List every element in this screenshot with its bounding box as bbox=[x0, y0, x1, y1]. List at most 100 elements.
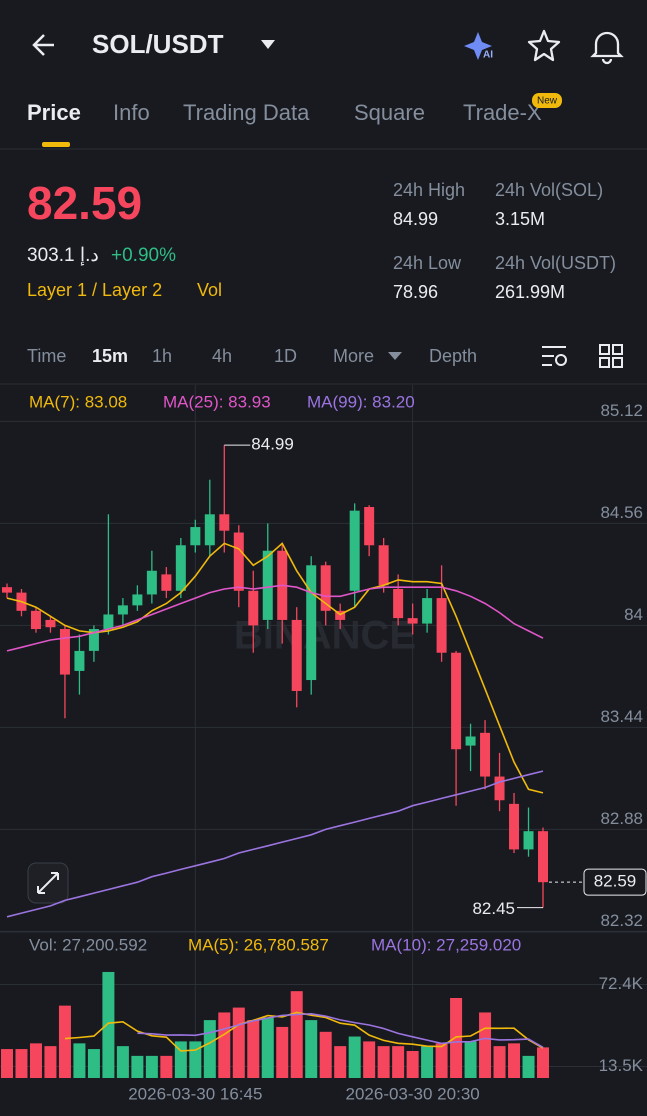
x-tick-label: 2026-03-30 20:30 bbox=[346, 1084, 480, 1103]
stat-label: 24h Vol(SOL) bbox=[495, 180, 603, 200]
candle-body bbox=[538, 831, 548, 883]
interval[interactable]: 4h bbox=[212, 346, 232, 366]
candle-body bbox=[465, 736, 476, 746]
volume-bar bbox=[145, 1055, 158, 1078]
candle-body bbox=[306, 565, 317, 681]
volume-bar bbox=[290, 991, 303, 1078]
volume-bar bbox=[406, 1051, 419, 1078]
volume-bar bbox=[392, 1046, 405, 1078]
interval[interactable]: 15m bbox=[92, 346, 128, 366]
new-badge-text: New bbox=[537, 96, 558, 107]
tab[interactable]: Price bbox=[27, 100, 81, 125]
candle-body bbox=[132, 594, 143, 606]
candle-body bbox=[59, 629, 70, 675]
interval[interactable]: Time bbox=[27, 346, 66, 366]
candle-body bbox=[190, 527, 201, 546]
volume-bar bbox=[522, 1055, 535, 1078]
volume-bar bbox=[377, 1046, 390, 1078]
volume-bar bbox=[435, 1043, 448, 1078]
candle-body bbox=[117, 605, 128, 615]
last-price: 82.59 bbox=[27, 177, 142, 229]
stat-label: 24h High bbox=[393, 180, 465, 200]
alert-button[interactable] bbox=[590, 31, 624, 65]
tag[interactable]: Vol bbox=[197, 280, 222, 300]
stat-value: 261.99M bbox=[495, 282, 565, 302]
pair-dropdown[interactable] bbox=[261, 40, 275, 49]
tab[interactable]: Square bbox=[354, 100, 425, 125]
volume-bar bbox=[247, 1020, 260, 1078]
chart-settings-button[interactable] bbox=[542, 346, 567, 366]
tag[interactable]: Layer 1 / Layer 2 bbox=[27, 280, 162, 300]
volume-bar bbox=[29, 1043, 42, 1078]
x-tick-label: 2026-03-30 16:45 bbox=[128, 1084, 262, 1103]
candle-body bbox=[494, 776, 505, 801]
volume-bar bbox=[479, 1012, 492, 1078]
interval[interactable]: 1D bbox=[274, 346, 297, 366]
candle-body bbox=[451, 652, 462, 750]
volume-bar bbox=[493, 1046, 506, 1078]
candle-body bbox=[45, 619, 56, 628]
ma-line bbox=[6, 584, 544, 652]
candle-body bbox=[30, 610, 41, 630]
stat-label: 24h Low bbox=[393, 253, 462, 273]
interval[interactable]: More bbox=[333, 346, 374, 366]
more-dropdown[interactable] bbox=[388, 352, 402, 360]
last-price-label: 82.59 bbox=[594, 872, 637, 891]
candle-body bbox=[219, 514, 230, 531]
interval[interactable]: Depth bbox=[429, 346, 477, 366]
layout-button[interactable] bbox=[599, 344, 623, 368]
legend-entry: Vol: 27,200.592 bbox=[29, 935, 147, 954]
volume-bar bbox=[305, 1020, 318, 1078]
candle-body bbox=[349, 510, 360, 591]
candle-body bbox=[523, 831, 534, 850]
new-badge bbox=[532, 93, 562, 108]
volume-bar bbox=[189, 1041, 202, 1078]
candle-body bbox=[161, 574, 172, 591]
candle-body bbox=[88, 629, 99, 651]
candle-body bbox=[291, 619, 302, 691]
candle-body bbox=[204, 514, 215, 546]
volume-bar bbox=[218, 1012, 231, 1078]
volume-bar bbox=[261, 1017, 274, 1078]
y-tick-label: 13.5K bbox=[599, 1056, 644, 1075]
volume-bar bbox=[363, 1041, 376, 1078]
volume-bar bbox=[73, 1043, 86, 1078]
volume-bar bbox=[450, 997, 463, 1078]
tab[interactable]: Info bbox=[113, 100, 150, 125]
volume-bar bbox=[319, 1031, 332, 1078]
volume-bar bbox=[203, 1020, 216, 1078]
legend-entry: MA(7): 83.08 bbox=[29, 392, 127, 411]
candle-body bbox=[233, 532, 244, 591]
candle-body bbox=[248, 590, 259, 626]
volume-bar bbox=[160, 1055, 173, 1078]
volume-bar bbox=[116, 1046, 129, 1078]
legend-entry: MA(10): 27,259.020 bbox=[371, 935, 521, 954]
y-tick-label: 84.56 bbox=[600, 503, 643, 522]
candle-body bbox=[146, 570, 157, 595]
low-annotation: 82.45 bbox=[472, 899, 515, 918]
y-tick-label: 72.4K bbox=[599, 974, 644, 993]
candle-body bbox=[175, 545, 186, 591]
volume-bar bbox=[276, 1026, 289, 1078]
candle-body bbox=[422, 598, 433, 624]
back-button[interactable] bbox=[32, 34, 54, 56]
volume-bar bbox=[537, 1047, 549, 1078]
volume-bar bbox=[87, 1049, 100, 1078]
candle-body bbox=[364, 507, 375, 546]
price-change: +0.90% bbox=[111, 245, 176, 266]
favorite-button[interactable] bbox=[527, 29, 561, 62]
candle-body bbox=[436, 598, 447, 653]
volume-bar bbox=[1, 1049, 13, 1078]
tab[interactable]: Trade-X bbox=[463, 100, 542, 125]
candle-body bbox=[509, 803, 520, 850]
tab[interactable]: Trading Data bbox=[183, 100, 310, 125]
ai-icon[interactable]: AI bbox=[464, 32, 493, 61]
pair-title[interactable]: SOL/USDT bbox=[92, 29, 224, 59]
volume-bar bbox=[58, 1005, 71, 1078]
interval[interactable]: 1h bbox=[152, 346, 172, 366]
expand-button[interactable] bbox=[27, 862, 69, 904]
legend-entry: MA(99): 83.20 bbox=[307, 392, 415, 411]
tab-indicator bbox=[42, 142, 70, 147]
